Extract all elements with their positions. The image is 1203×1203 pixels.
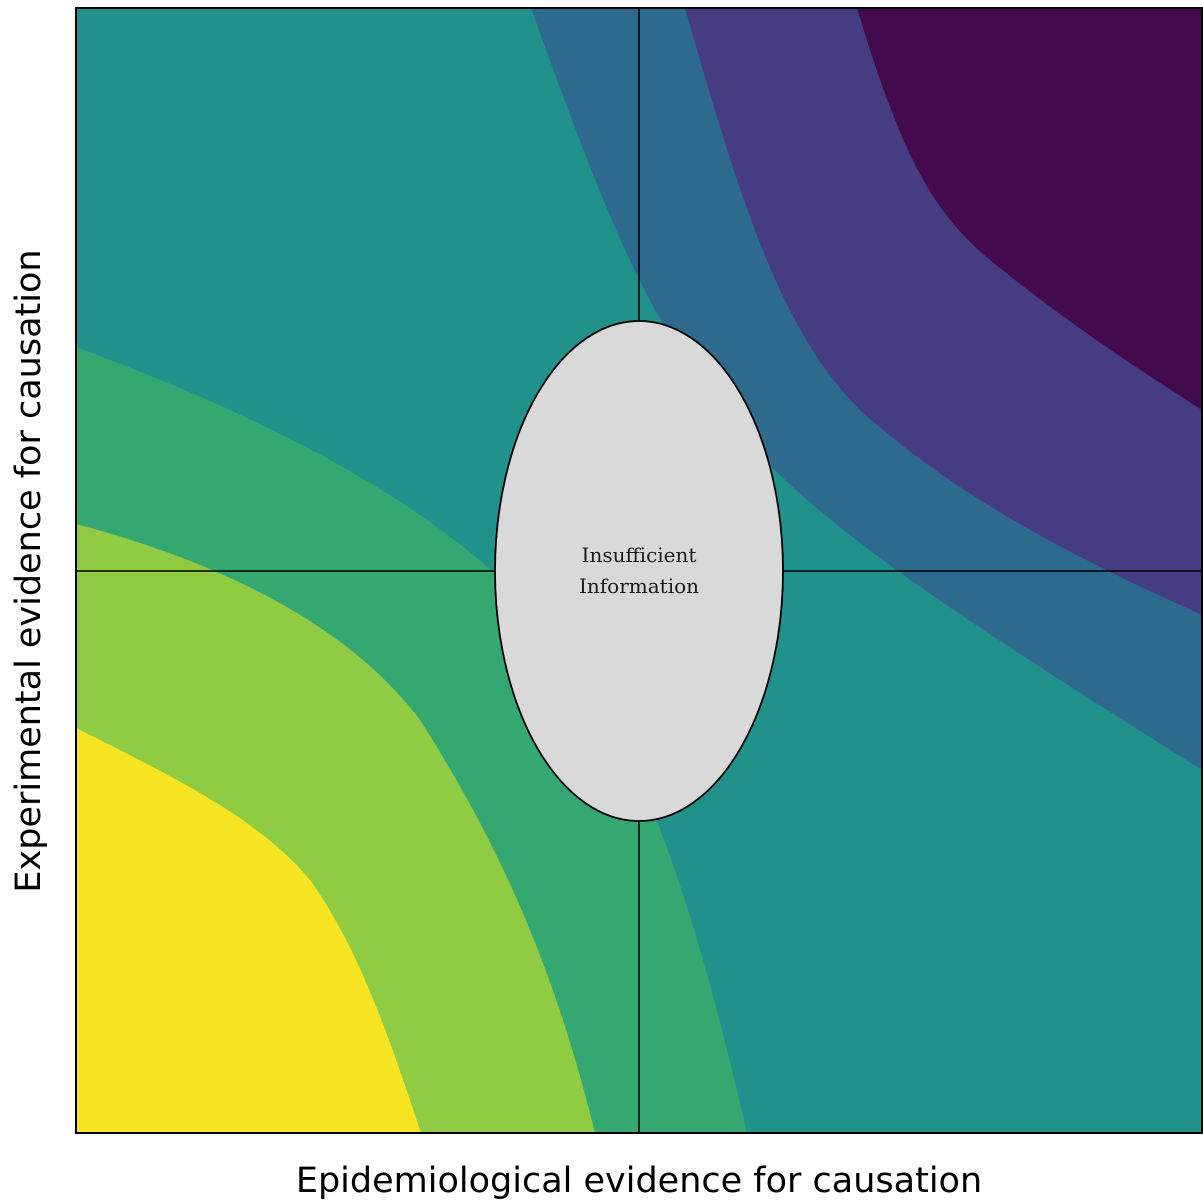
plot-frame xyxy=(75,7,1203,1134)
region-band-7 xyxy=(857,8,1202,410)
insufficient-information-ellipse xyxy=(494,320,784,822)
x-axis-title: Epidemiological evidence for causation xyxy=(296,1161,982,1201)
plot-area: Insufficient Information xyxy=(75,7,1203,1134)
y-axis-title: Experimental evidence for causation xyxy=(9,249,49,892)
center-label-line-1: Insufficient xyxy=(582,543,697,567)
region-band-1 xyxy=(76,728,421,1133)
center-label-line-2: Information xyxy=(579,574,699,598)
